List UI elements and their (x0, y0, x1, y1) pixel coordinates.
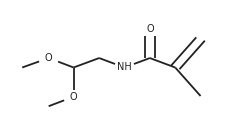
Text: O: O (70, 92, 77, 102)
Text: O: O (146, 23, 154, 34)
Text: O: O (45, 53, 53, 63)
Text: NH: NH (117, 62, 132, 72)
